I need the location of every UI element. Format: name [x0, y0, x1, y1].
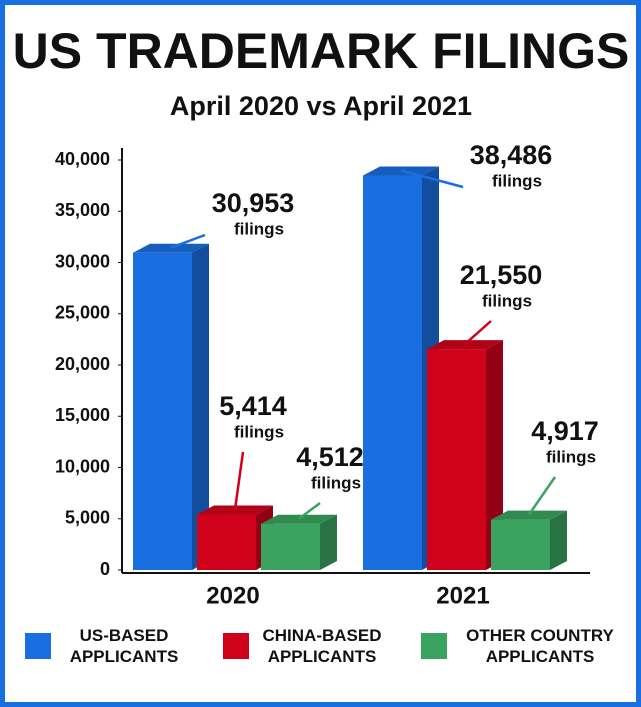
bar-side — [320, 514, 337, 570]
value-label: 4,512 — [296, 442, 364, 472]
bar — [133, 252, 192, 570]
value-label: 21,550 — [460, 260, 543, 290]
value-unit: filings — [311, 473, 361, 492]
bar-side — [192, 243, 209, 570]
legend-item: OTHER COUNTRY APPLICANTS — [421, 625, 625, 667]
leader-line — [400, 169, 464, 189]
legend: US-BASED APPLICANTS CHINA-BASED APPLICANT… — [25, 625, 625, 667]
bar — [261, 523, 320, 570]
legend-swatch — [421, 633, 447, 659]
legend-label: CHINA-BASED APPLICANTS — [262, 626, 382, 666]
leader-line — [464, 320, 492, 346]
leader-line — [298, 502, 321, 520]
legend-swatch — [25, 633, 51, 659]
leader-line — [233, 451, 245, 510]
chart: US TRADEMARK FILINGS April 2020 vs April… — [13, 23, 630, 609]
x-tick-label: 2020 — [206, 582, 259, 609]
y-tick-label: 20,000 — [55, 354, 110, 374]
y-tick-label: 30,000 — [55, 251, 110, 271]
value-unit: filings — [234, 219, 284, 238]
value-unit: filings — [482, 291, 532, 310]
y-tick-label: 40,000 — [55, 149, 110, 169]
chart-subtitle: April 2020 vs April 2021 — [170, 91, 472, 121]
bar-side — [486, 340, 503, 570]
bar-side — [550, 510, 567, 570]
bar — [491, 519, 550, 570]
y-tick-label: 35,000 — [55, 200, 110, 220]
y-tick-label: 15,000 — [55, 405, 110, 425]
value-label: 38,486 — [470, 140, 553, 170]
y-tick-label: 5,000 — [65, 508, 110, 528]
leader-line — [170, 233, 206, 249]
value-unit: filings — [492, 171, 542, 190]
bar-top — [427, 340, 503, 350]
value-label: 5,414 — [219, 391, 287, 421]
legend-label: US-BASED APPLICANTS — [69, 626, 179, 666]
value-label: 30,953 — [212, 188, 295, 218]
x-tick-label: 2021 — [436, 582, 489, 609]
legend-item: CHINA-BASED APPLICANTS — [223, 625, 387, 667]
y-tick-label: 25,000 — [55, 303, 110, 323]
y-tick-label: 0 — [100, 559, 110, 579]
legend-item: US-BASED APPLICANTS — [25, 625, 189, 667]
value-label: 4,917 — [531, 416, 599, 446]
legend-swatch — [223, 633, 249, 659]
bar-top — [133, 243, 209, 253]
y-tick-label: 10,000 — [55, 456, 110, 476]
chart-title: US TRADEMARK FILINGS — [13, 23, 630, 79]
value-unit: filings — [546, 447, 596, 466]
bar — [363, 175, 422, 570]
legend-label: OTHER COUNTRY APPLICANTS — [466, 626, 614, 666]
bar-top — [197, 505, 273, 515]
bar — [427, 349, 486, 570]
bar — [197, 514, 256, 570]
bar-top — [261, 514, 337, 524]
bar-top — [491, 510, 567, 520]
value-unit: filings — [234, 422, 284, 441]
leader-line — [527, 476, 557, 516]
